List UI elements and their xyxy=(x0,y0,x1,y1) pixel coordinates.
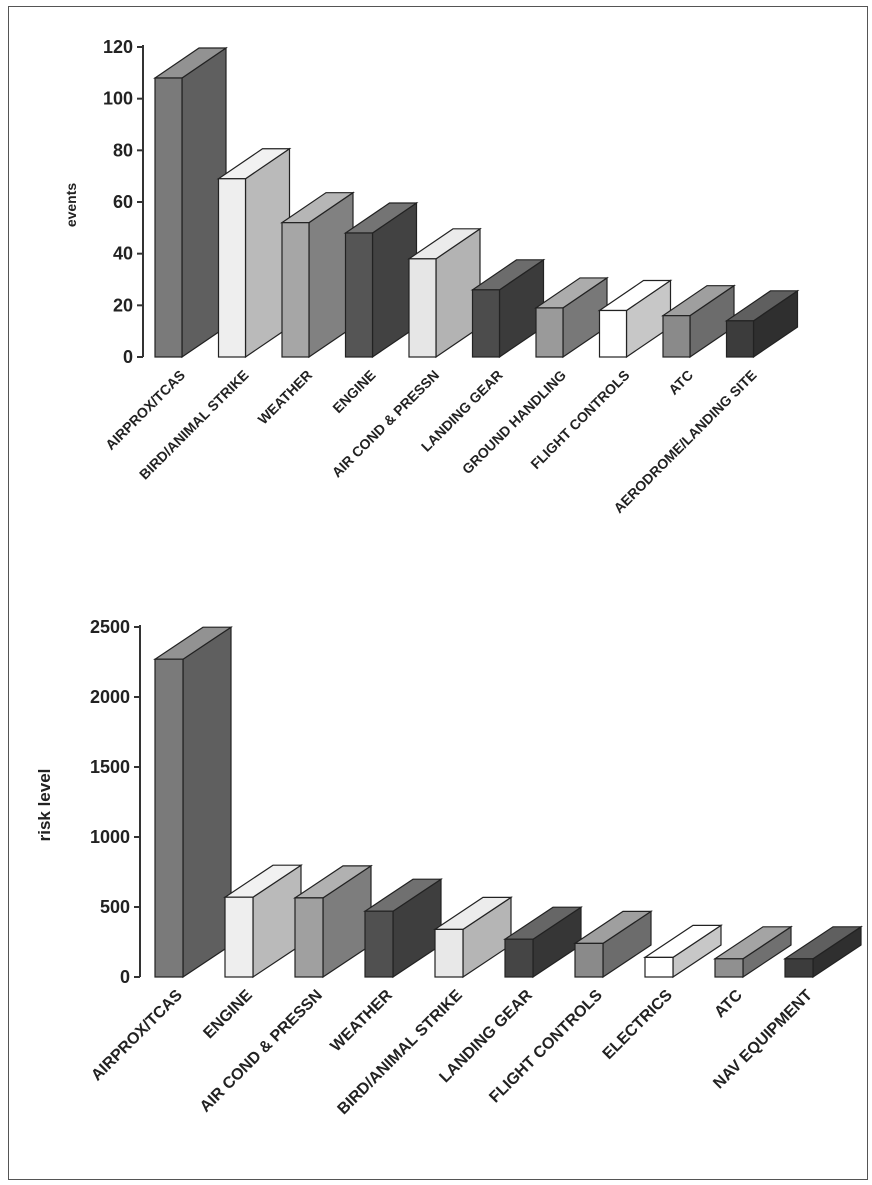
bar-front xyxy=(714,958,744,978)
y-axis-label: events xyxy=(63,183,79,228)
y-tick-label: 2000 xyxy=(90,687,130,707)
bar-front xyxy=(364,910,394,978)
y-axis-label: risk level xyxy=(35,769,54,842)
bar xyxy=(503,906,583,979)
x-category-label: ELECTRICS xyxy=(600,987,676,1063)
bar-front xyxy=(504,938,534,978)
bar xyxy=(597,279,673,359)
y-tick-label: 500 xyxy=(100,897,130,917)
bar xyxy=(293,864,373,979)
y-tick-label: 120 xyxy=(103,37,133,57)
bar xyxy=(661,284,736,359)
bar xyxy=(470,258,546,359)
bar xyxy=(153,626,233,979)
bar-front xyxy=(154,77,183,358)
bar-front xyxy=(644,956,674,978)
bar-front xyxy=(434,928,464,978)
bar xyxy=(216,147,292,359)
y-tick-label: 40 xyxy=(113,244,133,264)
x-category-label: AIR COND & PRESSN xyxy=(197,987,326,1116)
x-category-label: AIRPROX/TCAS xyxy=(88,987,186,1085)
bar xyxy=(153,46,228,359)
x-category-label: BIRD/ANIMAL STRIKE xyxy=(335,987,466,1118)
y-tick-label: 20 xyxy=(113,295,133,315)
bar xyxy=(713,925,793,979)
bar-front xyxy=(574,942,604,978)
x-category-label: FLIGHT CONTROLS xyxy=(486,987,606,1107)
bar xyxy=(280,191,355,359)
y-tick-label: 60 xyxy=(113,192,133,212)
bar xyxy=(407,227,482,359)
figure-frame xyxy=(8,6,868,1180)
x-category-label: ENGINE xyxy=(200,987,256,1043)
bar-front xyxy=(598,309,628,358)
bar xyxy=(724,289,800,359)
bar xyxy=(223,864,303,979)
bar xyxy=(363,878,443,979)
y-tick-label: 0 xyxy=(123,347,133,367)
bar-front xyxy=(535,307,564,358)
x-category-label: WEATHER xyxy=(327,986,396,1055)
bar-front xyxy=(784,958,814,978)
bar-front xyxy=(217,178,247,358)
bar-front xyxy=(344,232,374,358)
x-category-label: ATC xyxy=(711,986,746,1021)
y-tick-label: 2500 xyxy=(90,617,130,637)
bar xyxy=(783,925,863,979)
y-tick-label: 100 xyxy=(103,89,133,109)
bar-front xyxy=(224,896,254,978)
y-tick-label: 0 xyxy=(120,967,130,987)
bar xyxy=(534,276,609,359)
bar xyxy=(343,201,419,359)
y-tick-label: 1500 xyxy=(90,757,130,777)
bar-front xyxy=(281,222,310,358)
bar-side xyxy=(182,626,232,979)
bar xyxy=(433,896,513,979)
bar-front xyxy=(408,258,437,358)
bar-front xyxy=(725,320,755,358)
bar-front xyxy=(471,289,501,358)
bar-front xyxy=(662,315,691,358)
bar-front xyxy=(154,658,184,978)
y-tick-label: 80 xyxy=(113,140,133,160)
bar xyxy=(643,924,723,979)
y-tick-label: 1000 xyxy=(90,827,130,847)
bar xyxy=(573,910,653,979)
bar-front xyxy=(294,897,324,978)
